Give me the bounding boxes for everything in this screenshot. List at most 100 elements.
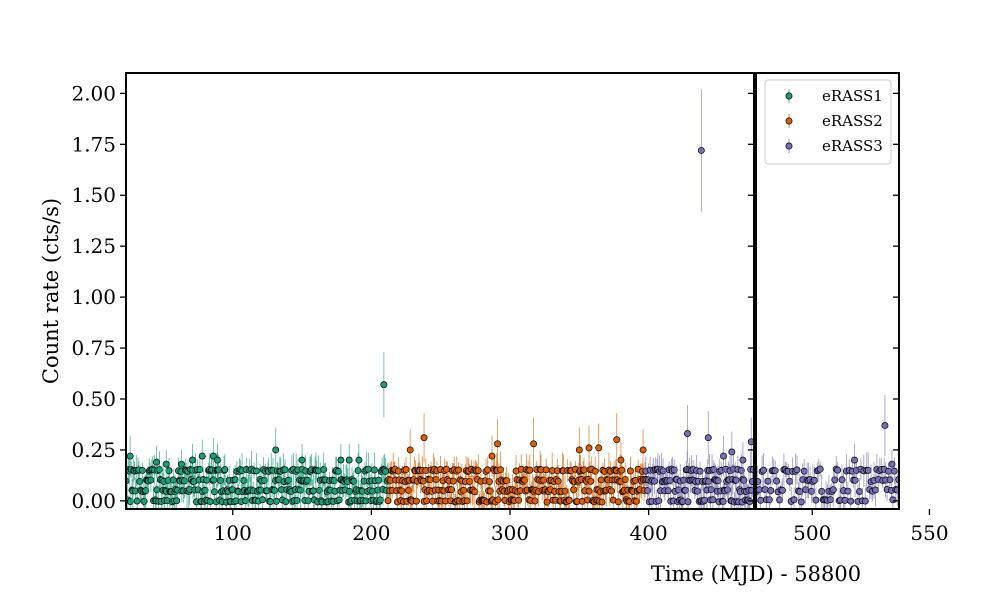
erass2-flare-point <box>575 446 583 454</box>
y-tick-label: 2.00 <box>71 81 116 105</box>
inset-panel-data <box>756 394 899 509</box>
erass1-baseline-point <box>173 497 181 505</box>
x-axis-label: Time (MJD) - 58800 <box>651 562 861 586</box>
erass1-baseline-point <box>304 497 312 505</box>
erass3-baseline-point <box>757 496 765 504</box>
erass3-baseline-point <box>684 498 692 506</box>
erass3-baseline-point <box>778 486 786 494</box>
main-panel-data <box>126 89 754 509</box>
main-panel-ticks: 0.00 0.25 0.50 0.75 1.00 1.25 1.50 1.75 2.00 100 2… <box>71 81 754 545</box>
erass1-flare-point <box>178 460 185 468</box>
erass1-baseline-point <box>156 466 163 474</box>
erass2-flare-point <box>617 456 625 464</box>
erass3-baseline-point <box>760 466 767 474</box>
erass1-baseline-point <box>240 477 248 484</box>
erass3-baseline-point <box>748 477 754 485</box>
erass2-flare-point <box>613 436 621 444</box>
erass1-baseline-point <box>153 486 161 494</box>
erass3-baseline-point <box>700 496 708 504</box>
y-tick-label: 0.75 <box>71 336 116 360</box>
erass2-baseline-point <box>394 467 402 475</box>
erass2-flare-point <box>639 446 647 454</box>
erass1-flare-point <box>209 452 217 460</box>
erass3-flare-point <box>888 460 896 468</box>
erass1-flare-point <box>126 452 134 460</box>
erass2-baseline-point <box>503 477 511 485</box>
erass1-flare-point <box>272 446 280 454</box>
erass1-baseline-point <box>133 497 141 505</box>
erass2-baseline-point <box>614 498 622 506</box>
erass3-flare-point <box>881 422 889 429</box>
erass1-baseline-point <box>221 466 229 474</box>
erass3-baseline-point <box>666 477 674 485</box>
x-tick-label: 500 <box>793 521 831 545</box>
x-tick-label: 300 <box>491 521 529 545</box>
erass3-flare-point <box>684 430 691 438</box>
erass1-flare-point <box>214 456 221 464</box>
inset-panel-ticks: 500 550 <box>793 92 949 545</box>
erass3-baseline-point <box>756 478 762 486</box>
erass1-baseline-point <box>330 477 338 484</box>
erass2-baseline-point <box>486 487 494 495</box>
erass3-baseline-point <box>816 465 824 473</box>
erass2-baseline-point <box>585 487 593 495</box>
legend-marker <box>785 92 793 100</box>
erass1-baseline-point <box>217 477 224 484</box>
erass1-flare-point <box>298 456 306 464</box>
erass1-baseline-point <box>375 476 383 484</box>
erass3-baseline-point <box>890 467 898 475</box>
y-tick-label: 0.25 <box>71 438 116 462</box>
erass1-baseline-point <box>147 476 155 484</box>
erass3-baseline-point <box>885 467 892 475</box>
erass1-flare-point <box>380 381 388 389</box>
erass2-flare-point <box>585 444 593 452</box>
erass2-baseline-point <box>591 467 599 475</box>
erass3-baseline-point <box>812 496 820 504</box>
erass3-flare-point <box>720 452 727 460</box>
erass3-baseline-point <box>719 497 727 505</box>
erass3-baseline-point <box>790 496 798 504</box>
erass2-baseline-point <box>561 487 569 495</box>
erass2-baseline-point <box>466 478 474 485</box>
erass3-baseline-point <box>847 497 855 505</box>
erass2-baseline-point <box>542 466 550 474</box>
inset-panel-frame <box>755 72 900 510</box>
erass2-baseline-point <box>597 476 605 484</box>
erass1-baseline-point <box>242 497 249 505</box>
erass1-baseline-point <box>180 477 188 485</box>
erass3-baseline-point <box>773 477 781 485</box>
erass1-baseline-point <box>281 466 289 474</box>
y-axis-label: Count rate (cts/s) <box>39 198 63 384</box>
erass3-baseline-point <box>651 477 658 485</box>
legend: eRASS1 eRASS2 eRASS3 <box>764 79 892 165</box>
x-tick-label: 200 <box>352 521 390 545</box>
erass1-baseline-point <box>138 467 146 474</box>
erass3-flare-point <box>739 456 747 464</box>
main-panel-frame <box>125 72 755 510</box>
erass2-baseline-point <box>543 498 551 506</box>
erass3-baseline-point <box>802 486 810 494</box>
erass1-baseline-point <box>282 498 290 506</box>
erass1-baseline-point <box>271 486 279 494</box>
erass2-baseline-point <box>423 497 431 505</box>
erass2-baseline-point <box>471 488 479 496</box>
erass1-baseline-point <box>201 486 209 494</box>
erass3-baseline-point <box>696 467 704 475</box>
erass3-baseline-point <box>771 467 779 475</box>
erass2-baseline-point <box>448 486 456 494</box>
erass1-flare-point <box>337 456 345 464</box>
erass3-baseline-point <box>670 466 678 474</box>
erass3-baseline-point <box>808 487 815 495</box>
erass1-baseline-point <box>335 496 343 504</box>
erass1-baseline-point <box>203 476 211 484</box>
erass3-baseline-point <box>872 486 879 494</box>
erass3-baseline-point <box>737 467 745 474</box>
erass3-baseline-point <box>831 476 839 484</box>
main-panel: 0.00 0.25 0.50 0.75 1.00 1.25 1.50 1.75 2.00 100 2… <box>71 72 755 545</box>
erass3-baseline-point <box>707 486 715 493</box>
erass2-baseline-point <box>463 497 471 505</box>
erass2-flare-point <box>595 444 603 452</box>
erass2-baseline-point <box>402 465 410 473</box>
erass1-baseline-point <box>284 476 292 484</box>
